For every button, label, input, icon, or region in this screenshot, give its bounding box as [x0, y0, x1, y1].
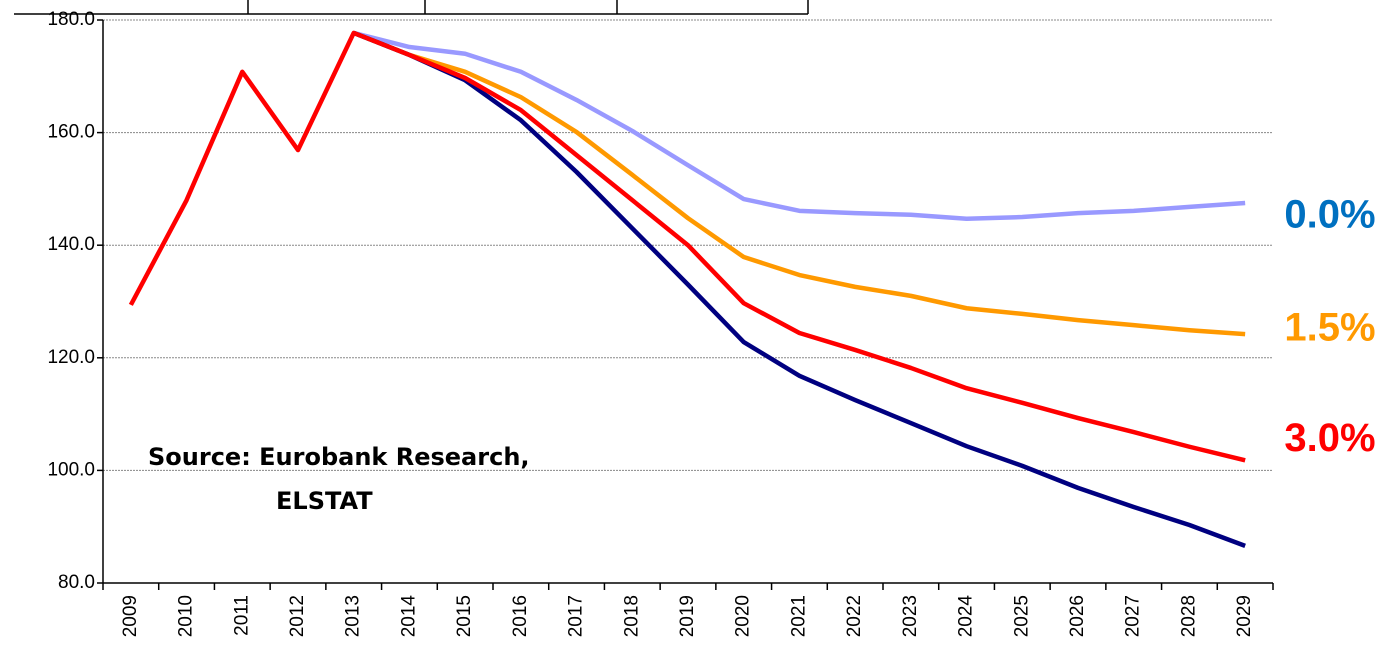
x-tick-label: 2028: [1178, 595, 1199, 637]
series-line: [352, 30, 1246, 548]
x-tick-label: 2021: [788, 595, 809, 637]
x-tick-label: 2017: [566, 595, 587, 637]
plot: 80.0 100.0 120.0 140.0 160.0 180.0 2009 2010 201…: [47, 9, 1375, 637]
y-tick-label: 140.0: [47, 234, 95, 255]
y-tick-label: 160.0: [47, 122, 95, 143]
x-tick-label: 2015: [454, 595, 475, 637]
series-line: [352, 30, 1246, 337]
table-fragment: [14, 0, 809, 15]
x-tick-label: 2026: [1067, 595, 1088, 637]
series-line: [128, 30, 1246, 463]
x-tick-label: 2011: [231, 595, 252, 636]
x-tick-label: 2012: [287, 595, 308, 637]
x-tick-label: 2020: [733, 595, 754, 637]
y-tick-label: 120.0: [47, 347, 95, 368]
series-line: [353, 30, 1246, 221]
annotation: ELSTAT: [276, 487, 373, 515]
y-tick-label: 180.0: [47, 9, 95, 30]
x-tick-label: 2022: [844, 595, 865, 637]
x-tick-label: 2025: [1011, 595, 1032, 637]
series-label: 3.0%: [1284, 416, 1375, 460]
series-label: 0.0%: [1284, 193, 1375, 237]
x-tick-label: 2023: [900, 595, 921, 637]
y-tick-label: 80.0: [58, 572, 95, 593]
x-tick-label: 2024: [956, 595, 977, 638]
x-tick-label: 2016: [510, 595, 531, 637]
series-label: 1.5%: [1284, 306, 1375, 350]
x-tick-label: 2013: [343, 595, 364, 637]
x-tick-label: 2014: [398, 595, 419, 638]
x-tick-label: 2010: [176, 595, 197, 637]
x-tick-label: 2027: [1123, 595, 1144, 637]
x-tick-label: 2029: [1234, 595, 1255, 637]
x-tick-label: 2018: [621, 595, 642, 637]
y-tick-label: 100.0: [47, 459, 95, 480]
x-tick-label: 2019: [677, 595, 698, 637]
annotation: Source: Eurobank Research,: [148, 443, 530, 471]
x-tick-label: 2009: [120, 595, 141, 637]
